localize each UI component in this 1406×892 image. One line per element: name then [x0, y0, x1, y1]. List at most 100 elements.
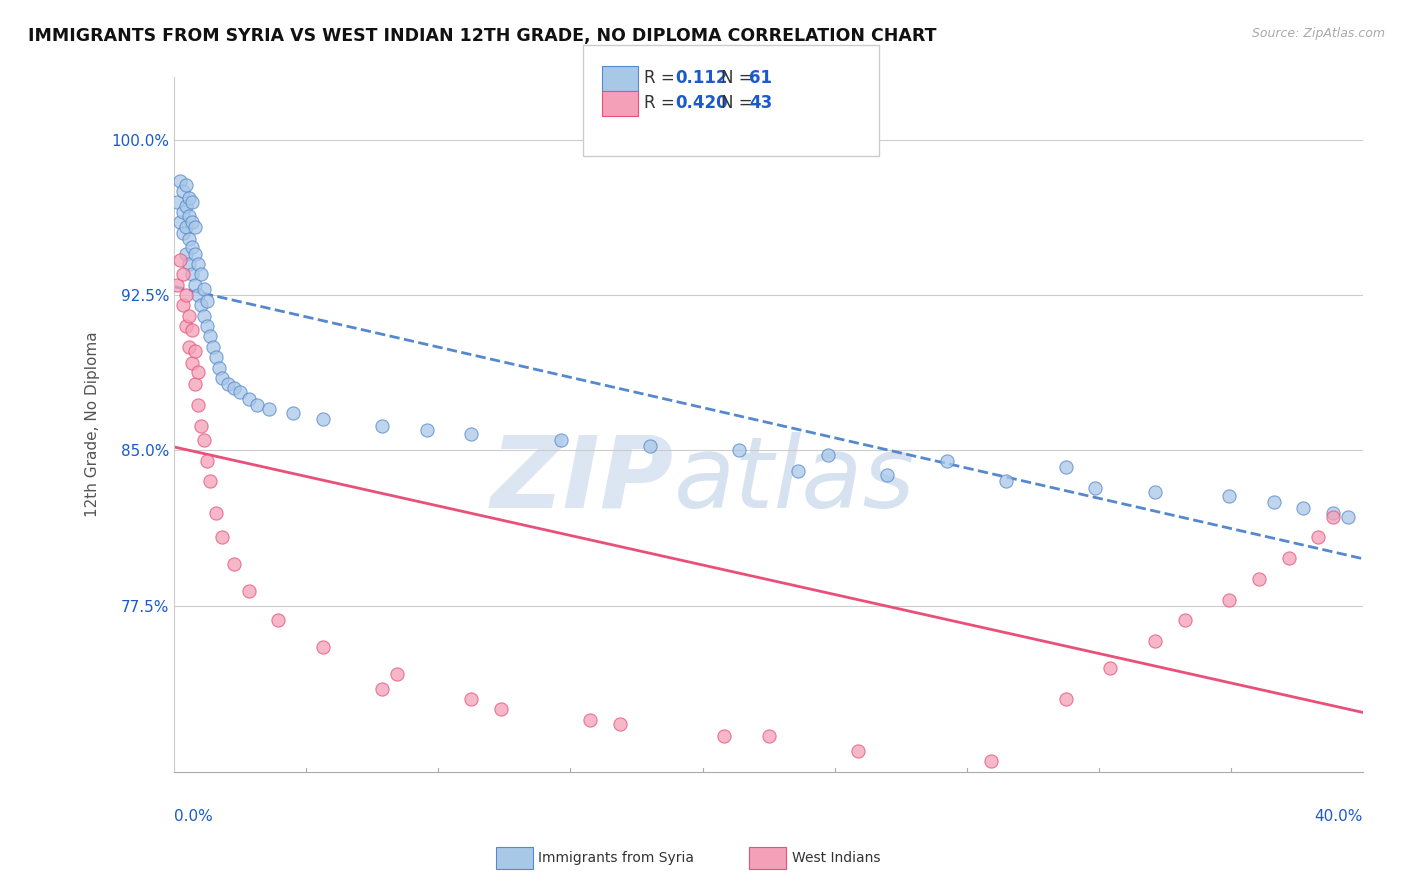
Point: [190, 267, 212, 281]
Point: [460, 692, 482, 706]
Point: [1322, 509, 1344, 524]
Point: [174, 288, 197, 302]
Point: [198, 475, 221, 489]
Point: [198, 329, 221, 343]
Text: 61: 61: [749, 70, 772, 87]
Point: [609, 717, 631, 731]
Point: [995, 475, 1018, 489]
Point: [174, 178, 197, 193]
Text: 0.420: 0.420: [675, 95, 727, 112]
Point: [758, 730, 780, 744]
Text: Source: ZipAtlas.com: Source: ZipAtlas.com: [1251, 27, 1385, 40]
Point: [193, 433, 215, 447]
Point: [172, 298, 194, 312]
Point: [181, 240, 204, 254]
Point: [246, 398, 269, 412]
Point: [179, 257, 201, 271]
Point: [172, 226, 194, 240]
Point: [217, 377, 239, 392]
Point: [1218, 489, 1240, 503]
Point: [222, 381, 245, 395]
Point: [169, 215, 191, 229]
Point: [211, 371, 233, 385]
Point: [385, 667, 408, 681]
Point: [172, 267, 194, 281]
Point: [267, 613, 290, 627]
Point: [1054, 692, 1077, 706]
Text: N =: N =: [721, 95, 758, 112]
Point: [174, 219, 197, 234]
Point: [259, 401, 281, 416]
Point: [460, 426, 482, 441]
Point: [1322, 506, 1344, 520]
Point: [190, 418, 212, 433]
Point: [1218, 592, 1240, 607]
Point: [1277, 551, 1299, 566]
Point: [222, 558, 245, 572]
Point: [187, 398, 209, 412]
Text: IMMIGRANTS FROM SYRIA VS WEST INDIAN 12TH GRADE, NO DIPLOMA CORRELATION CHART: IMMIGRANTS FROM SYRIA VS WEST INDIAN 12T…: [28, 27, 936, 45]
Point: [1099, 661, 1122, 675]
Point: [205, 506, 228, 520]
Point: [371, 418, 394, 433]
Point: [166, 194, 188, 209]
Point: [179, 232, 201, 246]
Point: [817, 448, 839, 462]
Point: [190, 298, 212, 312]
Point: [172, 205, 194, 219]
Point: [179, 209, 201, 223]
Point: [193, 282, 215, 296]
Point: [174, 246, 197, 260]
Point: [371, 681, 394, 696]
Text: West Indians: West Indians: [792, 851, 880, 865]
Point: [205, 350, 228, 364]
Point: [1143, 484, 1166, 499]
Point: [1054, 460, 1077, 475]
Point: [638, 439, 661, 453]
Point: [195, 319, 218, 334]
Point: [184, 246, 207, 260]
Y-axis label: 12th Grade, No Diploma: 12th Grade, No Diploma: [86, 332, 100, 517]
Point: [1337, 509, 1360, 524]
Text: 40.0%: 40.0%: [1315, 809, 1362, 824]
Point: [876, 468, 898, 483]
Point: [184, 219, 207, 234]
Point: [179, 309, 201, 323]
Point: [238, 392, 260, 406]
Point: [181, 356, 204, 370]
Point: [187, 288, 209, 302]
Point: [179, 191, 201, 205]
Point: [312, 412, 335, 426]
Text: R =: R =: [644, 70, 681, 87]
Point: [1247, 572, 1270, 586]
Point: [181, 215, 204, 229]
Point: [169, 252, 191, 267]
Point: [187, 257, 209, 271]
Point: [184, 343, 207, 358]
Point: [550, 433, 572, 447]
Point: [787, 464, 810, 478]
Point: [195, 454, 218, 468]
Point: [184, 377, 207, 392]
Point: [713, 730, 735, 744]
Point: [195, 294, 218, 309]
Point: [208, 360, 231, 375]
Point: [728, 443, 751, 458]
Point: [181, 267, 204, 281]
Point: [489, 702, 512, 716]
Point: [281, 406, 304, 420]
Point: [184, 277, 207, 292]
Point: [1084, 481, 1107, 495]
Text: Immigrants from Syria: Immigrants from Syria: [538, 851, 695, 865]
Point: [1292, 501, 1315, 516]
Point: [169, 174, 191, 188]
Point: [174, 199, 197, 213]
Point: [172, 185, 194, 199]
Point: [1143, 634, 1166, 648]
Point: [181, 194, 204, 209]
Point: [181, 323, 204, 337]
Point: [846, 744, 869, 758]
Point: [228, 385, 250, 400]
Point: [238, 584, 260, 599]
Point: [579, 713, 602, 727]
